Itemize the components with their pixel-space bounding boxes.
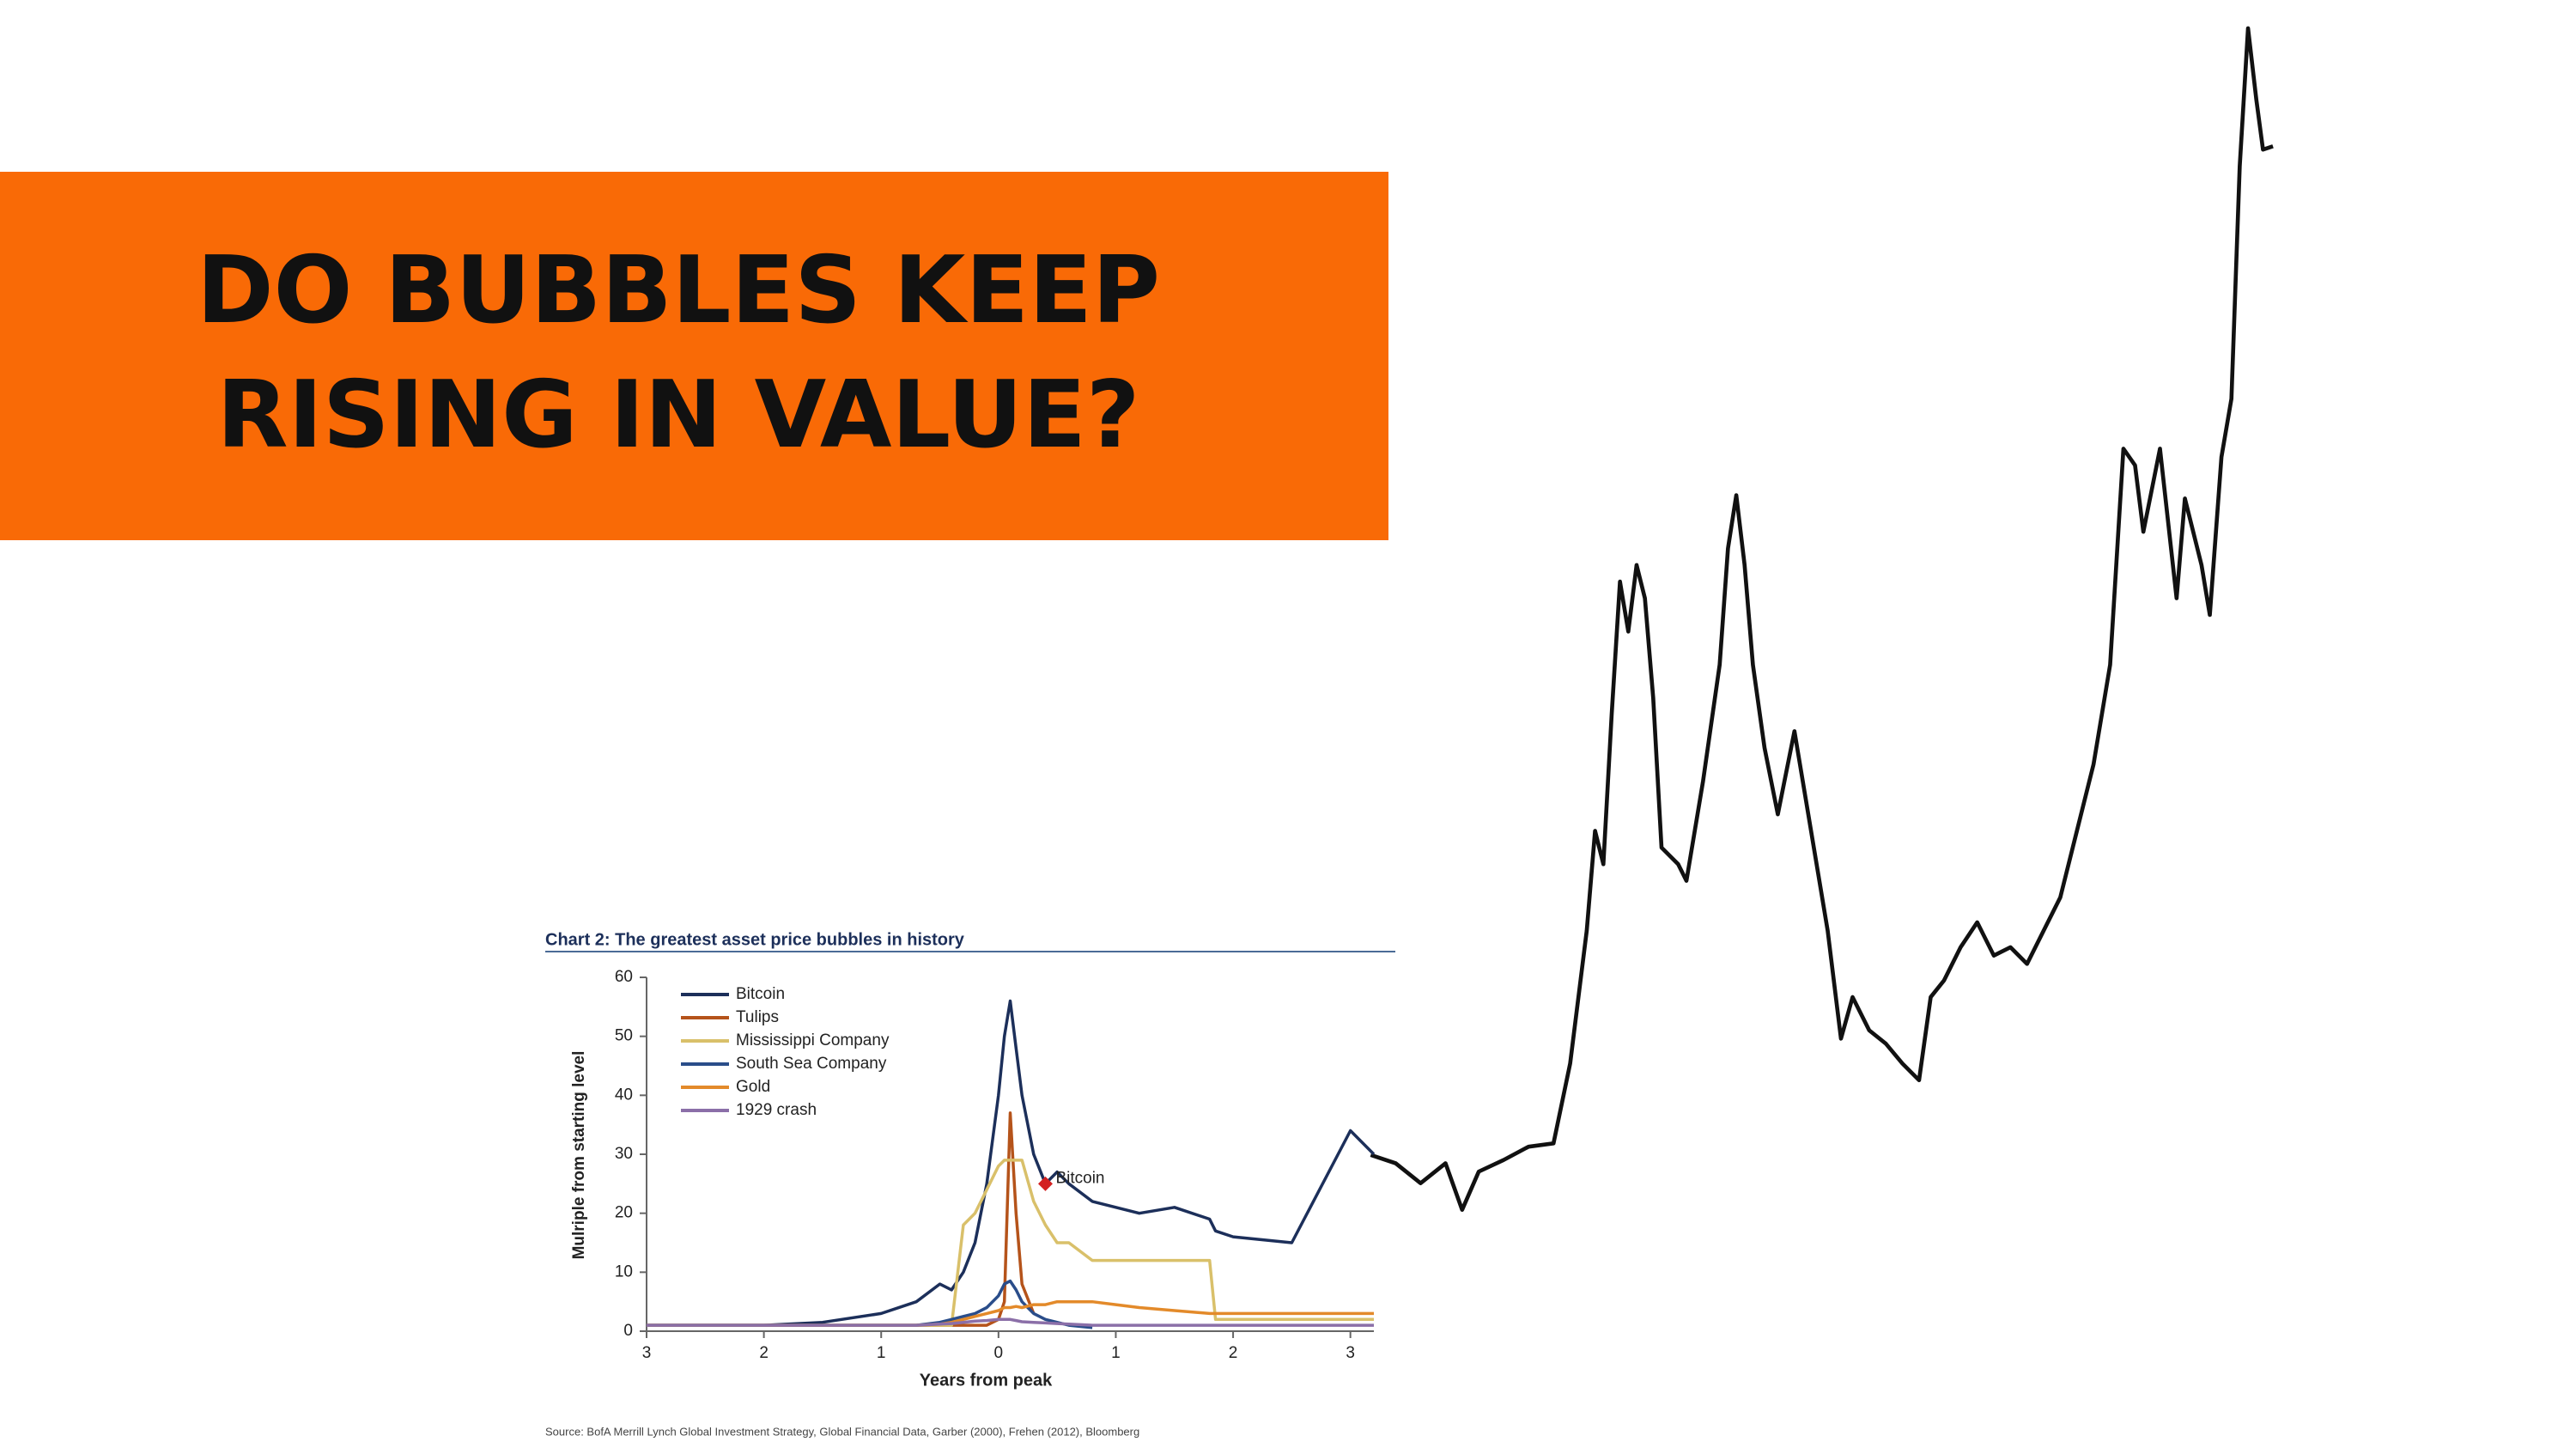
y-tick-label: 60 bbox=[615, 968, 633, 986]
slide-title-line: RISING IN VALUE? bbox=[216, 362, 1139, 469]
drawn-line bbox=[1370, 26, 2274, 1213]
y-axis-label: Mulriple from starting level bbox=[570, 1051, 588, 1260]
source-note: Source: BofA Merrill Lynch Global Invest… bbox=[545, 1425, 1139, 1438]
legend-label: Tulips bbox=[736, 1008, 779, 1026]
legend-label: South Sea Company bbox=[736, 1055, 887, 1073]
x-tick-label: 1 bbox=[877, 1344, 886, 1362]
annotation-marker bbox=[1037, 1176, 1053, 1191]
y-tick-label: 40 bbox=[615, 1086, 633, 1104]
legend-label: Mississippi Company bbox=[736, 1031, 890, 1049]
chart-title: Chart 2: The greatest asset price bubble… bbox=[545, 930, 965, 949]
y-tick-label: 0 bbox=[623, 1322, 633, 1340]
y-tick-label: 30 bbox=[615, 1145, 633, 1163]
slide-title-line: DO BUBBLES KEEP bbox=[197, 237, 1160, 344]
y-tick-label: 50 bbox=[615, 1027, 633, 1045]
y-tick-label: 10 bbox=[615, 1262, 633, 1281]
title-banner bbox=[0, 172, 1388, 540]
series-line bbox=[647, 1111, 1036, 1327]
series-line bbox=[647, 999, 1376, 1327]
legend-label: 1929 crash bbox=[736, 1101, 817, 1119]
series-line bbox=[647, 1317, 1374, 1327]
drawn-extension bbox=[1370, 26, 2274, 1213]
series-line bbox=[647, 1159, 1374, 1327]
y-tick-label: 20 bbox=[615, 1204, 633, 1222]
legend-label: Bitcoin bbox=[736, 985, 785, 1003]
legend-label: Gold bbox=[736, 1078, 770, 1096]
x-tick-label: 0 bbox=[994, 1344, 1004, 1362]
x-tick-label: 1 bbox=[1111, 1344, 1121, 1362]
x-tick-label: 2 bbox=[759, 1344, 769, 1362]
series-line bbox=[647, 1299, 1374, 1327]
x-axis-label: Years from peak bbox=[920, 1371, 1053, 1390]
annotation-label: Bitcoin bbox=[1055, 1169, 1104, 1187]
x-tick-label: 3 bbox=[642, 1344, 652, 1362]
x-tick-label: 3 bbox=[1346, 1344, 1355, 1362]
x-tick-label: 2 bbox=[1229, 1344, 1238, 1362]
